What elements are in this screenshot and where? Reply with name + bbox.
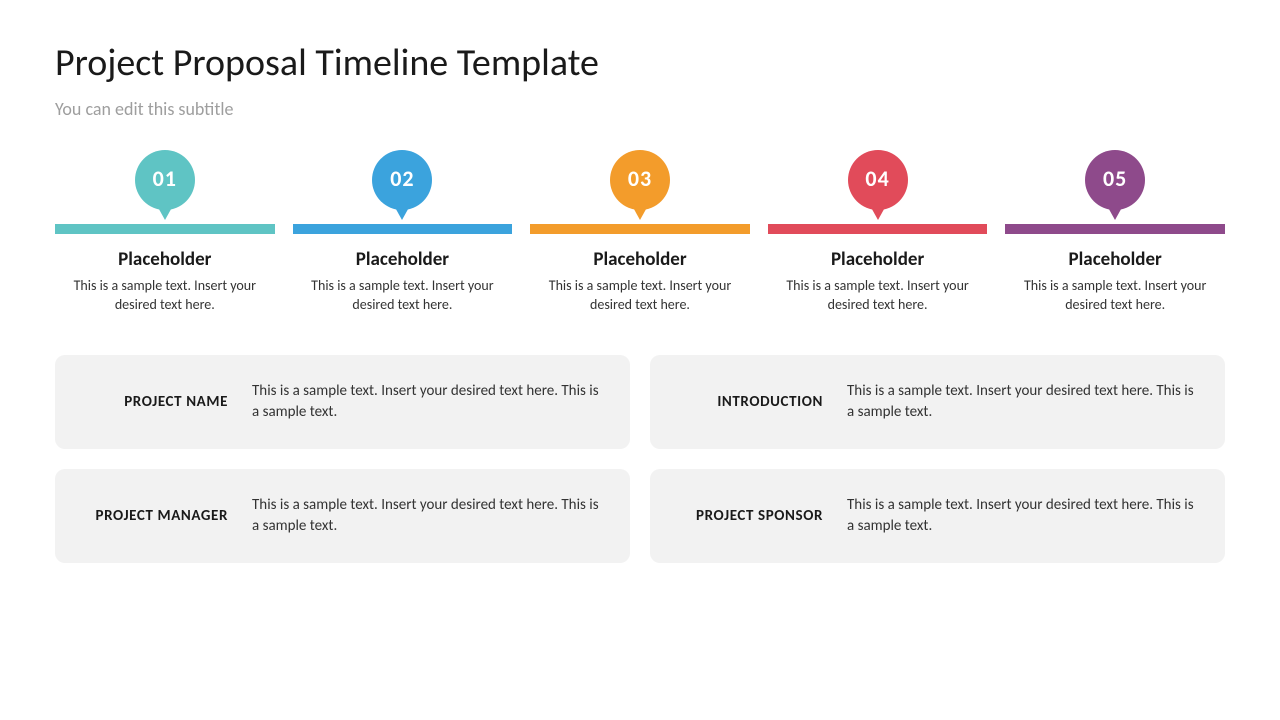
step-description: This is a sample text. Insert your desir… <box>293 277 513 315</box>
step-description: This is a sample text. Insert your desir… <box>1005 277 1225 315</box>
info-card-4: PROJECT SPONSOR This is a sample text. I… <box>650 469 1225 563</box>
step-pin-icon: 02 <box>372 150 432 222</box>
step-bar <box>768 224 988 234</box>
card-text: This is a sample text. Insert your desir… <box>252 495 602 537</box>
timeline-row: 01 Placeholder This is a sample text. In… <box>55 150 1225 315</box>
step-title: Placeholder <box>1069 248 1162 271</box>
step-bar <box>530 224 750 234</box>
card-text: This is a sample text. Insert your desir… <box>252 381 602 423</box>
step-number: 04 <box>865 165 889 192</box>
step-title: Placeholder <box>593 248 686 271</box>
step-number: 01 <box>153 165 177 192</box>
step-title: Placeholder <box>118 248 211 271</box>
step-pin-icon: 01 <box>135 150 195 222</box>
timeline-step-2: 02 Placeholder This is a sample text. In… <box>293 150 513 315</box>
step-pin-icon: 05 <box>1085 150 1145 222</box>
page-title: Project Proposal Timeline Template <box>55 40 1225 86</box>
timeline-step-4: 04 Placeholder This is a sample text. In… <box>768 150 988 315</box>
card-text: This is a sample text. Insert your desir… <box>847 381 1197 423</box>
timeline-step-1: 01 Placeholder This is a sample text. In… <box>55 150 275 315</box>
info-cards-grid: PROJECT NAME This is a sample text. Inse… <box>55 355 1225 563</box>
card-label: PROJECT NAME <box>83 392 228 412</box>
info-card-2: INTRODUCTION This is a sample text. Inse… <box>650 355 1225 449</box>
card-label: INTRODUCTION <box>678 392 823 412</box>
timeline-step-3: 03 Placeholder This is a sample text. In… <box>530 150 750 315</box>
step-number: 05 <box>1103 165 1127 192</box>
step-description: This is a sample text. Insert your desir… <box>55 277 275 315</box>
step-title: Placeholder <box>831 248 924 271</box>
step-title: Placeholder <box>356 248 449 271</box>
step-bar <box>293 224 513 234</box>
step-description: This is a sample text. Insert your desir… <box>530 277 750 315</box>
step-number: 02 <box>390 165 414 192</box>
info-card-1: PROJECT NAME This is a sample text. Inse… <box>55 355 630 449</box>
step-bar <box>55 224 275 234</box>
card-text: This is a sample text. Insert your desir… <box>847 495 1197 537</box>
step-description: This is a sample text. Insert your desir… <box>768 277 988 315</box>
info-card-3: PROJECT MANAGER This is a sample text. I… <box>55 469 630 563</box>
timeline-step-5: 05 Placeholder This is a sample text. In… <box>1005 150 1225 315</box>
step-pin-icon: 03 <box>610 150 670 222</box>
step-number: 03 <box>628 165 652 192</box>
step-bar <box>1005 224 1225 234</box>
step-pin-icon: 04 <box>848 150 908 222</box>
card-label: PROJECT SPONSOR <box>678 506 823 526</box>
card-label: PROJECT MANAGER <box>83 506 228 526</box>
page-subtitle: You can edit this subtitle <box>55 98 1225 120</box>
